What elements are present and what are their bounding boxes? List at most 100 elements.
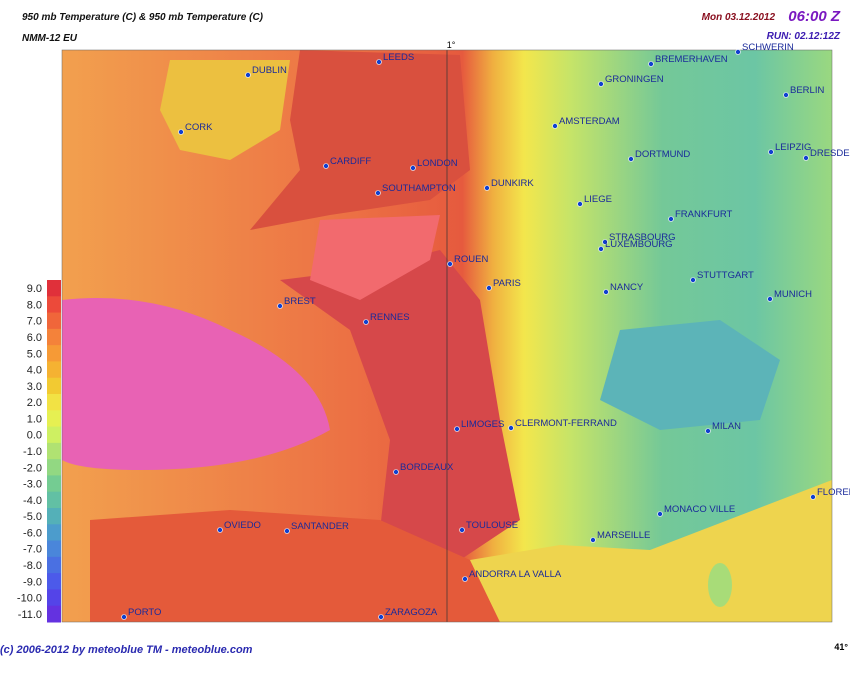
city-marker bbox=[784, 93, 789, 98]
legend-label: -7.0 bbox=[23, 544, 42, 556]
city-name: DUNKIRK bbox=[491, 178, 534, 189]
city-marker bbox=[463, 577, 468, 582]
city-marker bbox=[285, 529, 290, 534]
city-name: ROUEN bbox=[454, 254, 488, 265]
city-name: DORTMUND bbox=[635, 149, 690, 160]
legend-label: 1.0 bbox=[27, 413, 42, 425]
city-marker bbox=[377, 60, 382, 65]
color-swatch bbox=[47, 427, 61, 444]
city-name: PORTO bbox=[128, 607, 161, 618]
city-marker bbox=[691, 278, 696, 283]
city-name: MUNICH bbox=[774, 289, 812, 300]
city-name: RENNES bbox=[370, 312, 410, 323]
city-marker bbox=[379, 615, 384, 620]
legend-label: 3.0 bbox=[27, 381, 42, 393]
city-marker bbox=[669, 217, 674, 222]
city-name: PARIS bbox=[493, 278, 521, 289]
city-name: LIEGE bbox=[584, 194, 612, 205]
color-swatch bbox=[47, 410, 61, 427]
city-marker bbox=[811, 495, 816, 500]
city-name: DUBLIN bbox=[252, 65, 287, 76]
city-marker bbox=[591, 538, 596, 543]
legend-label: -2.0 bbox=[23, 462, 42, 474]
city-name: DRESDEN bbox=[810, 148, 850, 159]
color-swatch bbox=[47, 443, 61, 460]
city-name: MILAN bbox=[712, 421, 741, 432]
city-marker bbox=[553, 124, 558, 129]
city-name: LUXEMBOURG bbox=[605, 239, 673, 250]
city-name: LONDON bbox=[417, 158, 458, 169]
city-marker bbox=[769, 150, 774, 155]
legend-label: -8.0 bbox=[23, 560, 42, 572]
latitude-label: 41° bbox=[834, 642, 848, 652]
city-marker bbox=[122, 615, 127, 620]
city-marker bbox=[324, 164, 329, 169]
map-area bbox=[62, 50, 832, 622]
city-marker bbox=[599, 82, 604, 87]
legend-label: 5.0 bbox=[27, 348, 42, 360]
city-marker bbox=[736, 50, 741, 55]
city-name: FRANKFURT bbox=[675, 209, 733, 220]
color-swatch bbox=[47, 508, 61, 525]
map-title: 950 mb Temperature (C) & 950 mb Temperat… bbox=[22, 12, 264, 23]
legend-label: -11.0 bbox=[18, 609, 42, 621]
city-name: BREMERHAVEN bbox=[655, 54, 728, 65]
legend-label: -3.0 bbox=[23, 479, 42, 491]
city-marker bbox=[599, 247, 604, 252]
legend-label: -6.0 bbox=[23, 527, 42, 539]
city-name: FLORENCE bbox=[817, 487, 850, 498]
city-name: MONACO VILLE bbox=[664, 504, 735, 515]
color-swatch bbox=[47, 589, 61, 606]
city-marker bbox=[246, 73, 251, 78]
city-marker bbox=[658, 512, 663, 517]
color-swatch bbox=[47, 606, 61, 623]
city-name: BERLIN bbox=[790, 85, 824, 96]
city-name: CORK bbox=[185, 122, 213, 133]
city-marker bbox=[455, 427, 460, 432]
city-name: OVIEDO bbox=[224, 520, 261, 531]
city-marker bbox=[604, 290, 609, 295]
run-time: RUN: 02.12:12Z bbox=[767, 31, 841, 42]
color-swatch bbox=[47, 345, 61, 362]
city-marker bbox=[278, 304, 283, 309]
color-swatch bbox=[47, 296, 61, 313]
city-marker bbox=[218, 528, 223, 533]
city-marker bbox=[768, 297, 773, 302]
city-name: LIMOGES bbox=[461, 419, 504, 430]
color-swatch bbox=[47, 329, 61, 346]
color-swatch bbox=[47, 541, 61, 558]
forecast-time: 06:00 Z bbox=[788, 8, 841, 25]
color-swatch bbox=[47, 459, 61, 476]
city-name: LEEDS bbox=[383, 52, 414, 63]
city-marker bbox=[487, 286, 492, 291]
legend-label: -4.0 bbox=[23, 495, 42, 507]
color-swatch bbox=[47, 475, 61, 492]
color-swatch bbox=[47, 573, 61, 590]
city-name: LEIPZIG bbox=[775, 142, 811, 153]
city-name: MARSEILLE bbox=[597, 530, 650, 541]
city-name: STUTTGART bbox=[697, 270, 754, 281]
city-name: ANDORRA LA VALLA bbox=[469, 569, 562, 580]
legend-label: 4.0 bbox=[27, 365, 42, 377]
color-swatch bbox=[47, 524, 61, 541]
city-marker bbox=[179, 130, 184, 135]
city-marker bbox=[460, 528, 465, 533]
meridian-label: 1° bbox=[447, 40, 456, 50]
forecast-date: Mon 03.12.2012 bbox=[702, 12, 776, 23]
city-marker bbox=[578, 202, 583, 207]
city-marker bbox=[376, 191, 381, 196]
legend-label: 2.0 bbox=[27, 397, 42, 409]
city-marker bbox=[629, 157, 634, 162]
city-name: GRONINGEN bbox=[605, 74, 664, 85]
legend-label: -1.0 bbox=[23, 446, 42, 458]
city-name: BORDEAUX bbox=[400, 462, 454, 473]
city-marker bbox=[394, 470, 399, 475]
city-name: CARDIFF bbox=[330, 156, 371, 167]
city-marker bbox=[804, 156, 809, 161]
color-swatch bbox=[47, 280, 61, 297]
legend-label: 0.0 bbox=[27, 430, 42, 442]
city-name: AMSTERDAM bbox=[559, 116, 620, 127]
city-marker bbox=[509, 426, 514, 431]
color-swatch bbox=[47, 492, 61, 509]
